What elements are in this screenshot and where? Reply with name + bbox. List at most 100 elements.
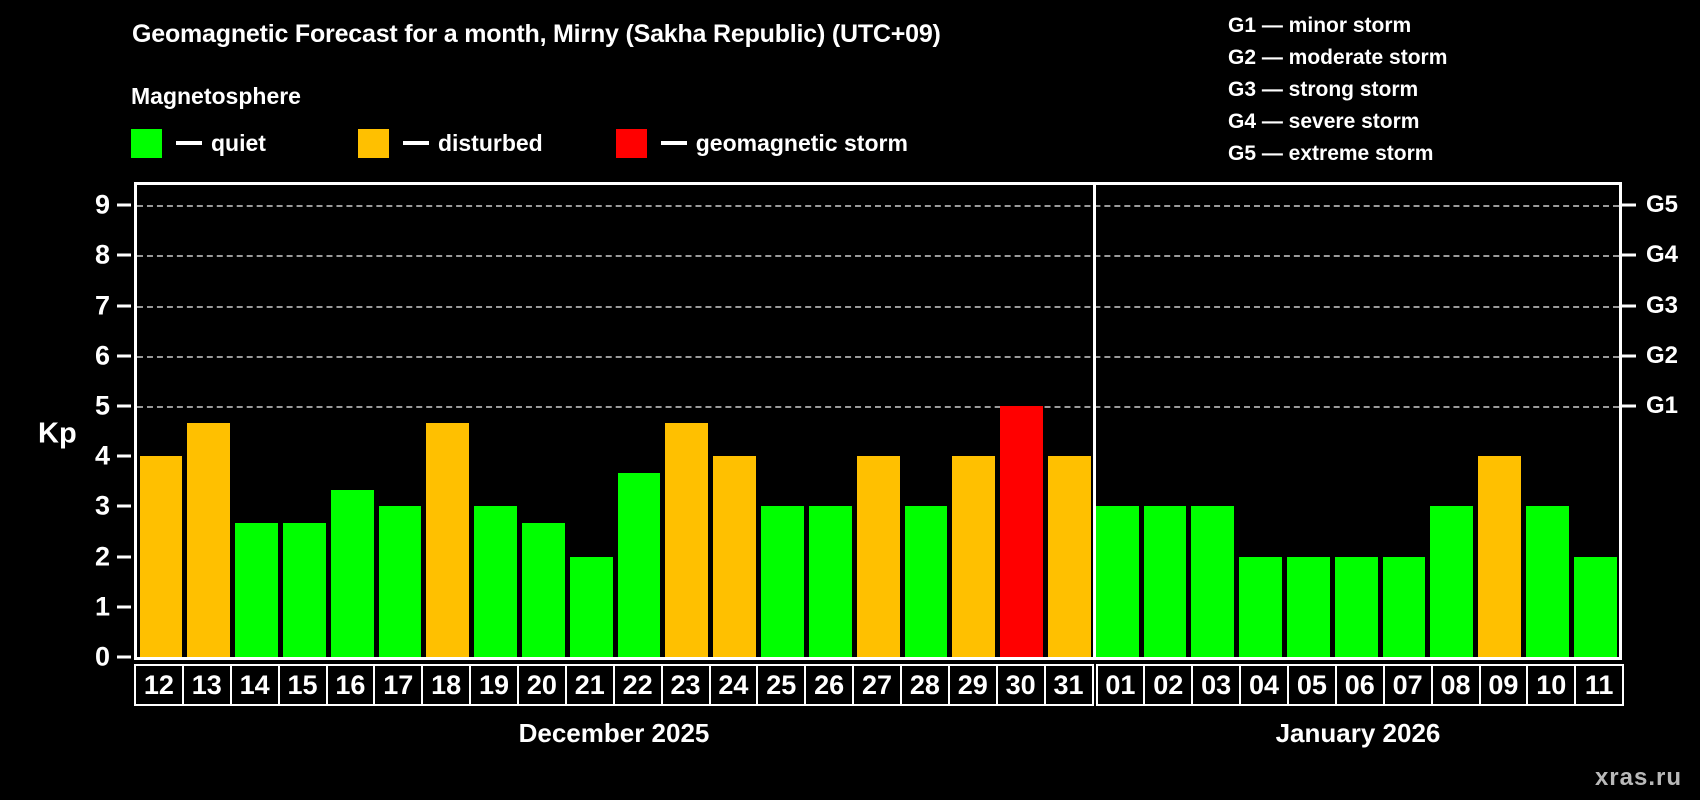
y-tick-mark-0 [117, 655, 131, 659]
g-axis-label-g4: G4 [1646, 241, 1679, 269]
bar-cell [1141, 185, 1189, 657]
day-label-02[interactable]: 02 [1143, 664, 1194, 706]
magnetosphere-legend: quiet disturbed geomagnetic storm [131, 128, 908, 158]
plot-inner [137, 185, 1619, 657]
day-label-29[interactable]: 29 [947, 664, 998, 706]
y-tick-label-4: 4 [94, 440, 110, 471]
bar-cell [615, 185, 663, 657]
y-tick-mark-6 [117, 354, 131, 358]
gridline-kp-9 [137, 205, 1619, 208]
day-label-15[interactable]: 15 [277, 664, 328, 706]
bar-day-05 [1287, 556, 1330, 657]
g-axis-tick-g3 [1622, 304, 1636, 307]
day-label-14[interactable]: 14 [229, 664, 280, 706]
y-tick-label-3: 3 [94, 490, 110, 521]
y-tick-label-1: 1 [94, 591, 110, 622]
g-axis-tick-g1 [1622, 404, 1636, 408]
legend-dash-icon [176, 141, 202, 145]
y-axis-label: Kp [38, 417, 77, 450]
bar-day-25 [761, 506, 804, 657]
day-label-05[interactable]: 05 [1287, 664, 1337, 706]
month-label-december: December 2025 [518, 718, 710, 748]
day-label-01[interactable]: 01 [1095, 664, 1146, 706]
y-tick-label-8: 8 [94, 239, 110, 270]
day-label-17[interactable]: 17 [373, 664, 424, 706]
day-label-27[interactable]: 27 [852, 664, 902, 706]
bar-day-01 [1095, 506, 1139, 657]
bar-day-29 [952, 456, 996, 657]
bar-cell [520, 185, 568, 657]
day-label-30[interactable]: 30 [995, 664, 1046, 706]
day-label-20[interactable]: 20 [517, 664, 567, 706]
bar-day-10 [1526, 506, 1569, 657]
page-title: Geomagnetic Forecast for a month, Mirny … [132, 20, 941, 48]
g-axis-tick-g2 [1622, 354, 1636, 358]
bar-cell [424, 185, 472, 657]
bar-day-07 [1382, 556, 1426, 657]
bar-day-23 [665, 422, 709, 657]
day-label-03[interactable]: 03 [1191, 664, 1242, 706]
day-label-06[interactable]: 06 [1334, 664, 1385, 706]
month-label-january: January 2026 [1275, 718, 1441, 748]
y-tick-label-6: 6 [94, 340, 110, 371]
bar-cell [567, 185, 615, 657]
day-label-12[interactable]: 12 [134, 664, 184, 706]
y-tick-label-9: 9 [94, 189, 110, 220]
bar-cell [950, 185, 998, 657]
bar-cell [1237, 185, 1285, 657]
day-label-16[interactable]: 16 [325, 664, 376, 706]
bar-day-12 [139, 456, 183, 657]
bar-cell [185, 185, 233, 657]
magnetosphere-label: Magnetosphere [131, 83, 301, 109]
bar-day-06 [1334, 556, 1378, 657]
y-tick-label-0: 0 [94, 641, 110, 672]
day-label-21[interactable]: 21 [564, 664, 615, 706]
bar-cell [280, 185, 328, 657]
bar-cell [1571, 185, 1619, 657]
gridline-kp-5 [137, 405, 1619, 408]
y-tick-mark-1 [117, 605, 131, 609]
day-label-22[interactable]: 22 [612, 664, 663, 706]
gridline-kp-6 [137, 355, 1619, 358]
g-scale-item-g5: G5 — extreme storm [1228, 142, 1434, 165]
day-label-26[interactable]: 26 [804, 664, 855, 706]
day-label-25[interactable]: 25 [756, 664, 807, 706]
day-label-10[interactable]: 10 [1526, 664, 1577, 706]
bar-cell [472, 185, 520, 657]
g-axis-tick-g5 [1622, 203, 1636, 207]
y-tick-mark-2 [117, 555, 131, 559]
day-label-24[interactable]: 24 [708, 664, 759, 706]
bar-day-30 [1000, 405, 1043, 657]
bar-day-28 [904, 506, 948, 657]
day-label-31[interactable]: 31 [1043, 664, 1094, 706]
day-label-07[interactable]: 07 [1382, 664, 1433, 706]
bar-day-21 [569, 556, 613, 657]
day-label-18[interactable]: 18 [421, 664, 472, 706]
bar-cell [806, 185, 854, 657]
bar-cell [1093, 185, 1141, 657]
bar-day-18 [426, 422, 470, 657]
day-label-19[interactable]: 19 [469, 664, 519, 706]
day-label-23[interactable]: 23 [660, 664, 711, 706]
y-tick-mark-9 [117, 203, 131, 207]
y-tick-mark-8 [117, 253, 131, 257]
day-label-08[interactable]: 08 [1430, 664, 1481, 706]
day-label-28[interactable]: 28 [900, 664, 950, 706]
bar-day-09 [1478, 456, 1522, 657]
day-label-09[interactable]: 09 [1478, 664, 1529, 706]
day-label-11[interactable]: 11 [1574, 664, 1625, 706]
bar-day-31 [1047, 456, 1091, 657]
bar-cell [1524, 185, 1572, 657]
y-tick-label-2: 2 [94, 541, 110, 572]
day-label-04[interactable]: 04 [1239, 664, 1289, 706]
g-scale-legend: G1 — minor storm G2 — moderate storm G3 — … [1228, 10, 1447, 170]
bar-cell [137, 185, 185, 657]
day-label-13[interactable]: 13 [181, 664, 232, 706]
bar-day-08 [1430, 506, 1474, 657]
bar-cell [376, 185, 424, 657]
g-scale-item-g3: G3 — strong storm [1228, 78, 1419, 101]
legend-swatch-quiet [131, 128, 162, 158]
bar-cell [1428, 185, 1476, 657]
day-axis: 12 13 14 15 16 17 18 19 20 21 22 23 24 25 26 27 28 29 30 31… [134, 664, 1625, 706]
